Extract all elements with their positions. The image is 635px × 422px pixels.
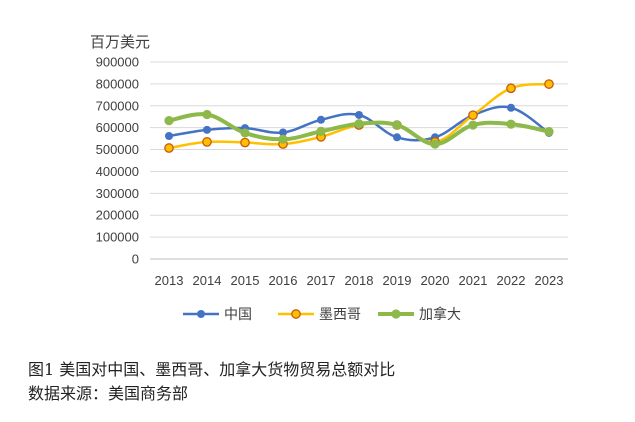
data-point [240, 137, 250, 148]
data-point [202, 109, 212, 120]
data-point [202, 137, 212, 147]
legend-label: 加拿大 [419, 306, 461, 323]
data-point [393, 133, 401, 142]
x-tick-label: 2016 [269, 273, 298, 288]
data-source: 数据来源：美国商务部 [28, 384, 189, 403]
data-point [506, 83, 516, 94]
data-point [468, 110, 478, 121]
series-lines [164, 79, 554, 153]
data-point [468, 120, 478, 130]
data-point [164, 116, 174, 126]
data-point [544, 79, 554, 89]
x-tick-label: 2014 [193, 273, 222, 288]
series-3 [164, 109, 554, 149]
legend-label: 墨西哥 [319, 307, 361, 323]
x-tick-label: 2019 [383, 273, 412, 288]
data-point [317, 115, 325, 124]
y-tick-label: 500000 [96, 142, 139, 157]
data-point [506, 119, 516, 129]
legend-marker [391, 309, 401, 319]
data-point [392, 120, 402, 130]
data-point [279, 128, 287, 137]
legend-item: 加拿大 [378, 306, 461, 323]
data-point [240, 128, 250, 138]
x-tick-label: 2020 [421, 273, 450, 288]
data-point [165, 131, 173, 140]
legend-marker [291, 309, 301, 319]
x-tick-label: 2015 [231, 273, 260, 288]
y-tick-label: 0 [132, 252, 139, 267]
y-tick-label: 300000 [96, 186, 139, 201]
data-point [507, 103, 515, 112]
data-point [544, 127, 554, 137]
line-chart: 百万美元 0 100000 200000 300000 400000 500000 6000… [90, 33, 568, 323]
data-point [164, 143, 174, 153]
x-tick-label: 2022 [497, 273, 526, 288]
legend-item: 墨西哥 [278, 307, 361, 323]
data-point [354, 119, 364, 129]
data-point [355, 110, 363, 119]
y-tick-label: 700000 [96, 98, 139, 113]
data-point [316, 126, 326, 136]
legend: 中国 墨西哥 加拿大 [183, 306, 461, 323]
y-tick-label: 400000 [96, 164, 139, 179]
y-unit-label: 百万美元 [90, 33, 150, 51]
y-tick-label: 800000 [96, 76, 139, 91]
data-point [278, 134, 288, 144]
legend-marker [197, 310, 205, 318]
y-tick-label: 900000 [96, 55, 139, 70]
x-tick-label: 2023 [535, 273, 564, 288]
legend-label: 中国 [224, 307, 252, 323]
y-tick-label: 600000 [96, 120, 139, 135]
data-point [430, 139, 440, 149]
legend-item: 中国 [183, 307, 252, 323]
x-tick-label: 2013 [155, 273, 184, 288]
x-axis-ticks: 2013 2014 2015 2016 2017 2018 2019 2020 2021 2022… [155, 273, 564, 288]
figure-caption: 图1 美国对中国、墨西哥、加拿大货物贸易总额对比 [28, 360, 396, 379]
y-axis-ticks: 0 100000 200000 300000 400000 500000 600000 700… [96, 55, 139, 267]
y-tick-label: 200000 [96, 208, 139, 223]
x-tick-label: 2021 [459, 273, 488, 288]
data-point [203, 125, 211, 134]
y-tick-label: 100000 [96, 230, 139, 245]
x-tick-label: 2018 [345, 273, 374, 288]
x-tick-label: 2017 [307, 273, 336, 288]
